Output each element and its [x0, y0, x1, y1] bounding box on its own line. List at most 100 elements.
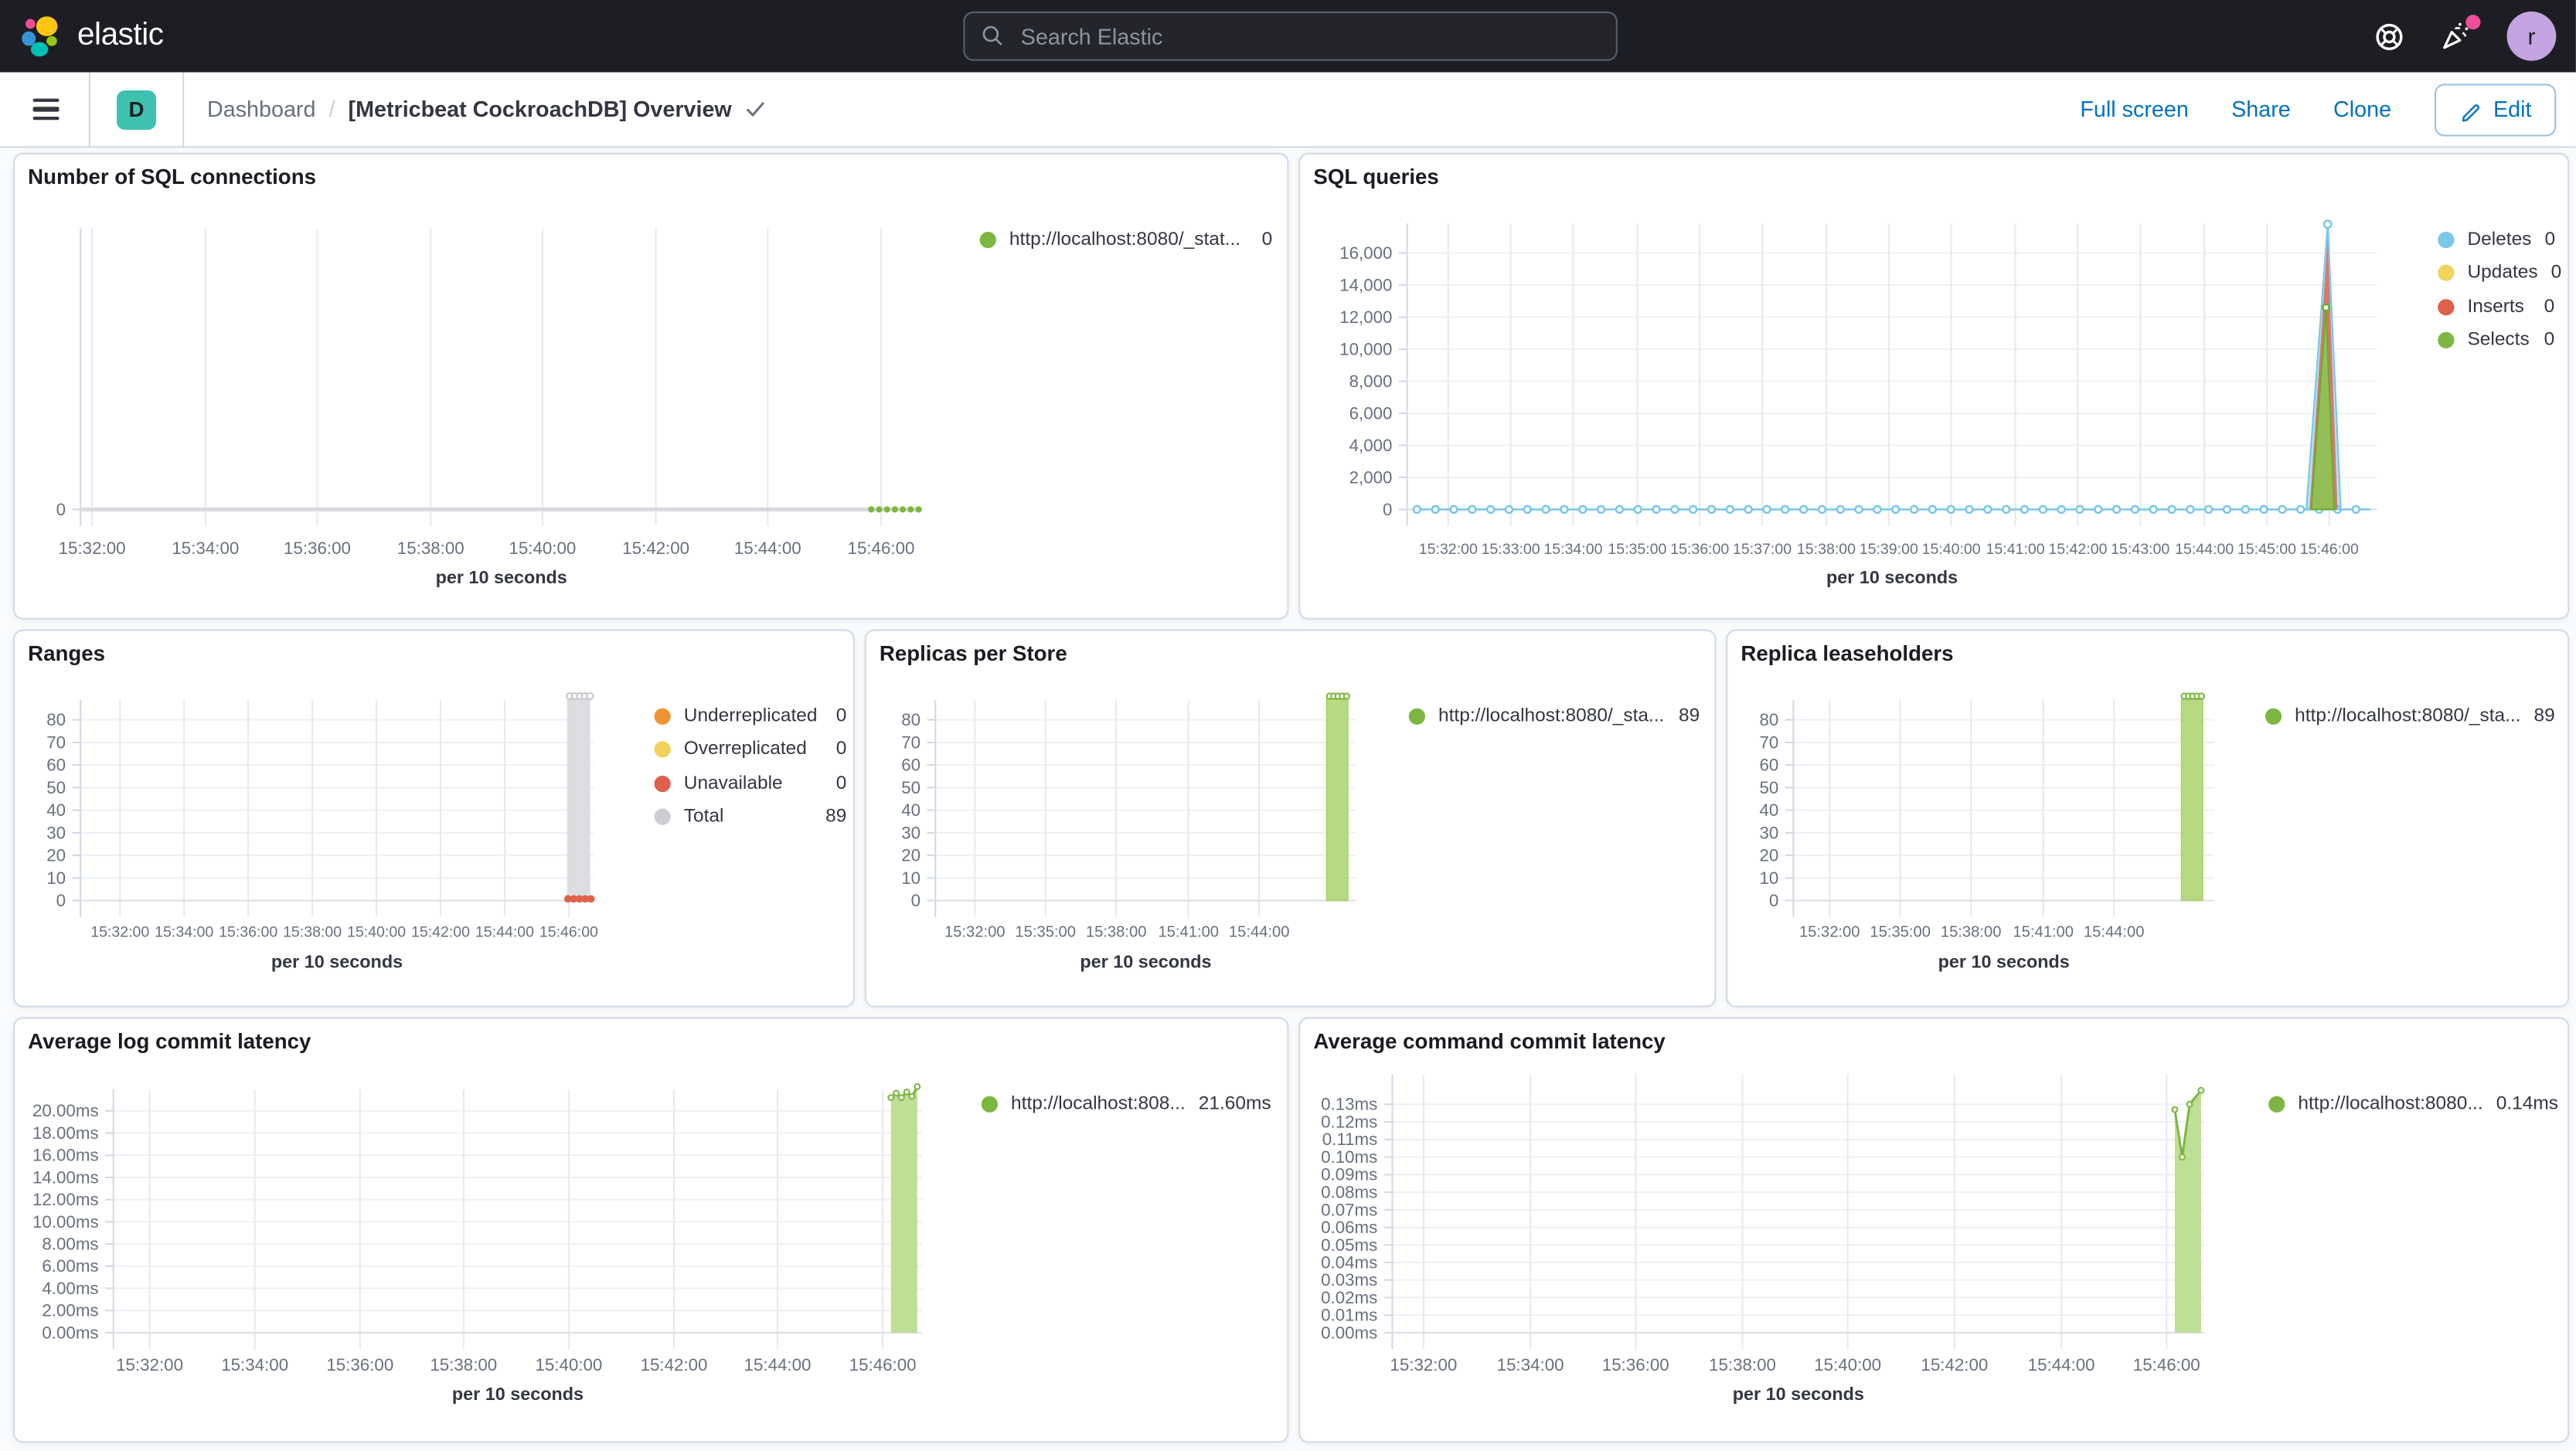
legend-series-value: 89 [825, 807, 847, 827]
legend-item[interactable]: Inserts 0 [2438, 296, 2554, 318]
replicas-per-store-chart[interactable]: 0 10 20 30 40 50 60 70 80 15:32:00 15:35:00 15:38:0… [866, 631, 1714, 1006]
svg-text:0: 0 [56, 891, 66, 910]
legend-item[interactable]: Unavailable 0 [654, 773, 846, 794]
svg-text:0.10ms: 0.10ms [1321, 1147, 1377, 1167]
search-input[interactable] [1017, 22, 1600, 50]
legend-series-label: Deletes [2467, 229, 2532, 250]
news-button[interactable] [2439, 15, 2481, 53]
svg-text:40: 40 [1759, 800, 1778, 820]
chart-legend: Underreplicated 0 Overreplicated 0 Unavailab… [654, 705, 847, 827]
search-icon [982, 25, 1002, 46]
svg-text:15:45:00: 15:45:00 [2237, 541, 2296, 558]
legend-series-label: http://localhost:8080... [2298, 1093, 2483, 1113]
svg-text:2,000: 2,000 [1349, 467, 1393, 487]
legend-series-value: 0 [1261, 229, 1273, 250]
space-badge[interactable]: D [117, 89, 157, 129]
full-screen-button[interactable]: Full screen [2080, 97, 2189, 122]
svg-text:8,000: 8,000 [1349, 372, 1393, 391]
command-commit-latency-chart[interactable]: 0.00ms0.01ms0.02ms0.03ms0.04ms0.05ms0.06… [1300, 1019, 2567, 1442]
legend-item[interactable]: http://localhost:8080... 0.14ms [2268, 1092, 2558, 1114]
legend-item[interactable]: http://localhost:808... 21.60ms [981, 1092, 1271, 1114]
legend-series-dot [654, 774, 671, 792]
dashboard-actions: Full screen Share Clone Edit [2080, 83, 2557, 136]
svg-text:20: 20 [46, 845, 66, 865]
svg-text:60: 60 [46, 756, 66, 775]
legend-series-value: 89 [1678, 705, 1700, 726]
svg-text:12.00ms: 12.00ms [32, 1190, 99, 1209]
edit-button[interactable]: Edit [2434, 83, 2557, 136]
svg-text:8.00ms: 8.00ms [42, 1235, 98, 1254]
ranges-chart[interactable]: 0 10 20 30 40 50 60 70 80 15:32:00 15:34:00 15:36:0… [15, 631, 853, 1006]
legend-item[interactable]: Total 89 [654, 806, 847, 827]
legend-series-value: 0 [835, 705, 847, 726]
legend-item[interactable]: Updates 0 [2438, 262, 2561, 284]
svg-text:70: 70 [901, 732, 920, 752]
svg-text:15:40:00: 15:40:00 [535, 1355, 602, 1375]
replica-leaseholders-chart[interactable]: 0 10 20 30 40 50 60 70 80 15:32:00 15:35:00 15:38:0… [1727, 631, 2567, 1006]
svg-text:15:36:00: 15:36:00 [326, 1355, 393, 1375]
svg-text:15:32:00: 15:32:00 [59, 539, 126, 558]
legend-item[interactable]: http://localhost:8080/_sta... 89 [1408, 705, 1700, 726]
svg-text:15:46:00: 15:46:00 [848, 539, 915, 558]
svg-text:12,000: 12,000 [1339, 308, 1392, 327]
svg-text:15:35:00: 15:35:00 [1870, 923, 1931, 940]
svg-text:per 10 seconds: per 10 seconds [1826, 567, 1958, 587]
panel-title: Average log commit latency [28, 1028, 311, 1054]
avatar[interactable]: r [2506, 11, 2557, 61]
svg-text:0.13ms: 0.13ms [1321, 1095, 1377, 1114]
svg-text:per 10 seconds: per 10 seconds [271, 952, 403, 972]
svg-text:20: 20 [1759, 845, 1778, 865]
panel-title: SQL queries [1313, 164, 1439, 189]
svg-text:50: 50 [1759, 778, 1778, 797]
svg-text:14.00ms: 14.00ms [32, 1167, 99, 1187]
legend-series-dot [1408, 707, 1426, 724]
title-check-icon[interactable] [745, 100, 767, 118]
svg-text:10,000: 10,000 [1339, 339, 1392, 359]
chart-legend: http://localhost:8080... 0.14ms [2268, 1092, 2558, 1114]
clone-button[interactable]: Clone [2333, 97, 2392, 122]
panel-average-command-commit-latency: Average command commit latency 0.00ms 0.0… [1298, 1017, 2570, 1443]
legend-series-dot [2268, 1095, 2285, 1112]
svg-text:15:44:00: 15:44:00 [744, 1355, 812, 1375]
log-commit-latency-chart[interactable]: 0.00ms 2.00ms 4.00ms 6.00ms 8.00ms 10.00ms 12.… [15, 1019, 1287, 1442]
svg-text:30: 30 [46, 823, 66, 842]
panel-title: Replicas per Store [879, 641, 1067, 666]
svg-text:per 10 seconds: per 10 seconds [1080, 952, 1211, 972]
svg-text:0.00ms: 0.00ms [42, 1323, 98, 1342]
svg-text:70: 70 [46, 732, 66, 752]
svg-text:15:41:00: 15:41:00 [1986, 541, 2045, 558]
breadcrumb-dashboard-link[interactable]: Dashboard [206, 97, 316, 122]
svg-text:15:38:00: 15:38:00 [1086, 923, 1147, 940]
svg-text:15:40:00: 15:40:00 [1922, 541, 1981, 558]
svg-text:15:35:00: 15:35:00 [1015, 923, 1076, 940]
svg-text:0.03ms: 0.03ms [1321, 1270, 1377, 1290]
global-search[interactable] [963, 11, 1618, 61]
svg-text:15:46:00: 15:46:00 [2133, 1355, 2200, 1375]
svg-text:15:44:00: 15:44:00 [2028, 1355, 2095, 1375]
help-button[interactable] [2374, 21, 2404, 52]
svg-text:15:37:00: 15:37:00 [1733, 541, 1792, 558]
svg-text:15:42:00: 15:42:00 [641, 1355, 708, 1375]
legend-item[interactable]: Underreplicated 0 [654, 705, 847, 726]
svg-text:15:46:00: 15:46:00 [849, 1355, 917, 1375]
panel-number-of-sql-connections: Number of SQL connections 0 15:32:00 15:34… [13, 152, 1289, 620]
share-button[interactable]: Share [2231, 97, 2291, 122]
sql-queries-chart[interactable]: 0 2,000 4,000 6,000 8,000 10,000 12,000 14,000 1… [1300, 155, 2567, 618]
elastic-logo[interactable]: elastic [20, 15, 164, 57]
legend-item[interactable]: Deletes 0 [2438, 229, 2555, 250]
legend-item[interactable]: http://localhost:8080/_stat... 0 [979, 229, 1273, 250]
svg-text:10: 10 [1759, 868, 1778, 888]
panel-ranges: Ranges 0 10 20 30 40 50 60 70 80 15:32:00 15:34:00… [13, 629, 855, 1008]
legend-item[interactable]: http://localhost:8080/_sta... 89 [2265, 705, 2555, 726]
svg-text:15:32:00: 15:32:00 [1799, 923, 1860, 940]
menu-button[interactable] [23, 92, 70, 127]
legend-item[interactable]: Selects 0 [2438, 329, 2554, 351]
svg-text:0: 0 [911, 891, 920, 910]
svg-text:0: 0 [1383, 500, 1392, 519]
svg-text:15:38:00: 15:38:00 [283, 923, 342, 940]
breadcrumb: Dashboard / [Metricbeat CockroachDB] Ove… [207, 97, 766, 121]
svg-text:15:38:00: 15:38:00 [1797, 541, 1856, 558]
sql-connections-chart[interactable]: 0 15:32:00 15:34:00 15:36:00 15:38:00 15:40:0… [15, 155, 1287, 618]
legend-item[interactable]: Overreplicated 0 [654, 739, 846, 760]
legend-series-label: http://localhost:808... [1011, 1093, 1186, 1113]
